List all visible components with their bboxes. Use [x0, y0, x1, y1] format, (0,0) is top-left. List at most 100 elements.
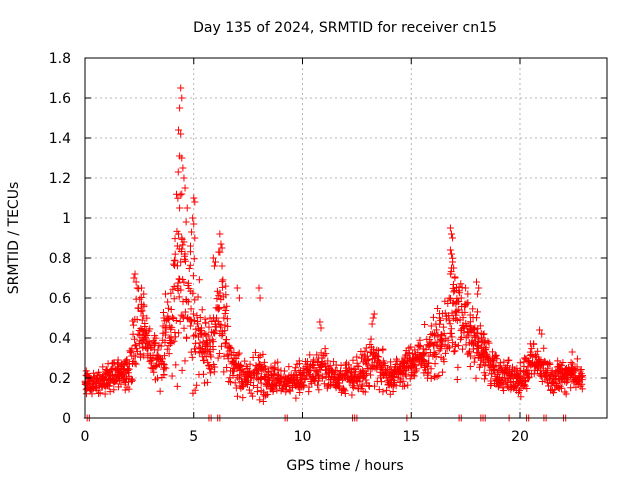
data-point — [464, 332, 472, 340]
data-point — [406, 375, 414, 383]
data-point — [466, 318, 474, 326]
data-point — [461, 308, 469, 316]
data-point — [239, 382, 247, 390]
data-point — [177, 84, 185, 92]
data-point — [231, 379, 239, 387]
data-point — [150, 339, 158, 347]
data-point — [450, 264, 458, 272]
data-point — [171, 256, 179, 264]
data-point — [161, 338, 169, 346]
data-point — [451, 340, 459, 348]
data-point — [175, 126, 183, 134]
data-point — [455, 306, 463, 314]
data-point — [214, 354, 222, 362]
data-point — [413, 365, 421, 373]
data-point — [188, 318, 196, 326]
data-point — [496, 362, 504, 370]
data-point — [196, 314, 204, 322]
x-tick-label: 10 — [294, 429, 312, 445]
data-point — [256, 375, 264, 383]
data-point — [538, 330, 546, 338]
data-point — [186, 322, 194, 330]
data-point — [416, 342, 424, 350]
data-point — [528, 345, 536, 353]
data-point — [433, 373, 441, 381]
data-point — [466, 362, 474, 370]
data-point — [375, 347, 383, 355]
data-point — [447, 250, 455, 258]
x-tick-label: 20 — [511, 429, 529, 445]
y-tick-label: 1 — [62, 211, 71, 227]
data-point — [252, 349, 260, 357]
data-point — [125, 360, 133, 368]
data-point — [138, 284, 146, 292]
data-point — [469, 345, 477, 353]
data-point — [367, 335, 375, 343]
data-point — [256, 294, 264, 302]
data-point — [177, 286, 185, 294]
data-point — [379, 388, 387, 396]
chart-title: Day 135 of 2024, SRMTID for receiver cn1… — [193, 20, 497, 36]
data-point — [180, 324, 188, 332]
data-point — [509, 377, 517, 385]
data-point — [96, 389, 104, 397]
data-point — [554, 384, 562, 392]
data-point — [246, 360, 254, 368]
y-tick-label: 1.2 — [49, 171, 71, 187]
y-axis-label: SRMTID / TECUs — [6, 182, 22, 295]
data-point — [462, 284, 470, 292]
data-point — [205, 323, 213, 331]
axis-ticks: 0 0.2 0.4 0.6 0.8 1 1.2 1.4 1.6 1.8 0 5 10 15 20 — [49, 51, 607, 445]
data-point — [160, 360, 168, 368]
data-point — [133, 315, 141, 323]
data-point — [221, 340, 229, 348]
data-point — [222, 339, 230, 347]
data-point — [440, 358, 448, 366]
data-point — [249, 392, 257, 400]
data-point — [259, 350, 267, 358]
data-point — [353, 353, 361, 361]
y-tick-label: 0.6 — [49, 291, 71, 307]
data-point — [220, 352, 228, 360]
data-point — [260, 374, 268, 382]
data-point — [163, 345, 171, 353]
data-point — [198, 324, 206, 332]
data-point — [207, 353, 215, 361]
data-point — [218, 244, 226, 252]
data-point — [493, 355, 501, 363]
data-point — [101, 390, 109, 398]
data-point — [140, 303, 148, 311]
data-point — [472, 374, 480, 382]
data-point — [170, 283, 178, 291]
data-point — [482, 344, 490, 352]
data-point — [531, 352, 539, 360]
data-point — [260, 358, 268, 366]
data-point — [292, 364, 300, 372]
data-point — [448, 309, 456, 317]
data-point — [213, 314, 221, 322]
data-point — [171, 235, 179, 243]
data-point — [175, 230, 183, 238]
y-tick-label: 1.4 — [49, 131, 71, 147]
data-point — [181, 257, 189, 265]
data-point — [322, 350, 330, 358]
data-point — [161, 290, 169, 298]
data-point — [164, 312, 172, 320]
data-point — [204, 358, 212, 366]
data-point — [474, 308, 482, 316]
data-point — [465, 349, 473, 357]
data-point — [192, 339, 200, 347]
data-point — [425, 359, 433, 367]
data-point — [450, 281, 458, 289]
data-point — [337, 361, 345, 369]
data-point — [95, 368, 103, 376]
data-point — [172, 317, 180, 325]
data-point — [317, 324, 325, 332]
data-point — [178, 366, 186, 374]
data-point — [571, 367, 579, 375]
data-point — [184, 279, 192, 287]
data-point — [562, 390, 570, 398]
data-point — [202, 319, 210, 327]
data-point — [474, 290, 482, 298]
